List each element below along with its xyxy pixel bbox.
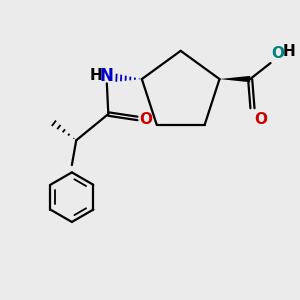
Text: H: H [283, 44, 296, 59]
Text: O: O [272, 46, 284, 61]
Text: O: O [254, 112, 268, 127]
Text: N: N [100, 67, 114, 85]
Text: H: H [90, 68, 102, 83]
Polygon shape [220, 76, 250, 82]
Text: O: O [139, 112, 152, 128]
